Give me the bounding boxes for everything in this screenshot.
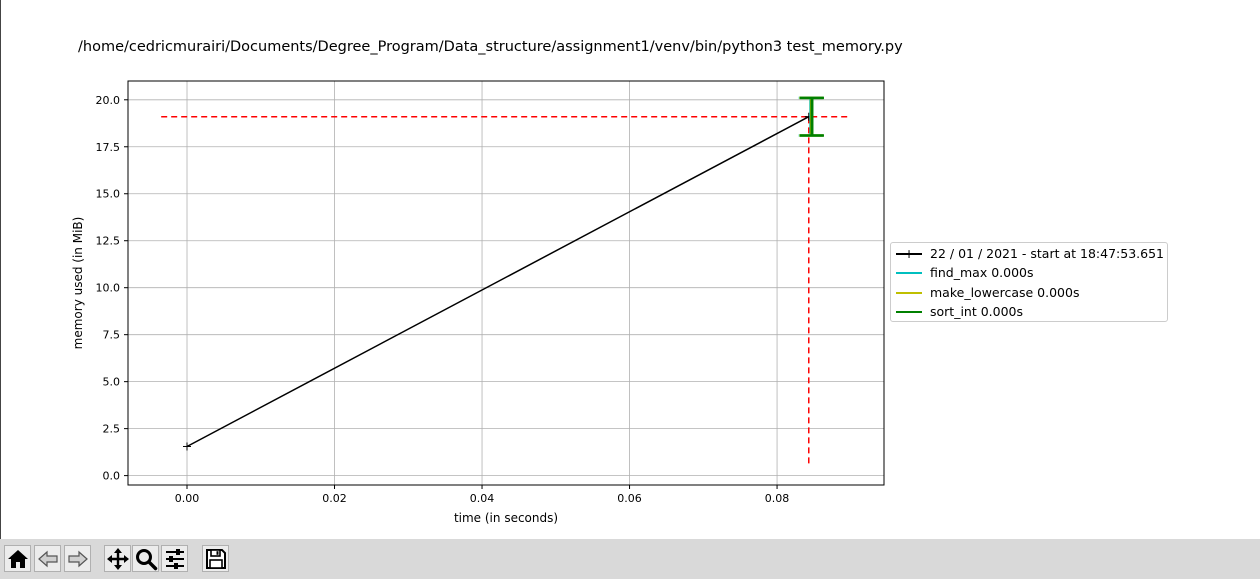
home-icon: [7, 549, 28, 568]
figure-title: /home/cedricmurairi/Documents/Degree_Pro…: [78, 39, 903, 55]
y-tick-label: 2.5: [103, 423, 121, 436]
x-tick-label: 0.08: [765, 492, 790, 505]
x-tick-label: 0.06: [617, 492, 642, 505]
forward-arrow-icon: [67, 550, 88, 567]
plus-marker-icon: +: [904, 247, 915, 261]
legend-label: make_lowercase 0.000s: [930, 285, 1080, 300]
chart: 0.00 0.02 0.04 0.06 0.08 0.0 2.5 5.0 7.5 10.0 12.5…: [71, 80, 885, 525]
legend-swatch: [896, 311, 922, 313]
y-tick-label: 7.5: [103, 329, 121, 342]
legend: + 22 / 01 / 2021 - start at 18:47:53.651…: [890, 242, 1168, 322]
configure-subplots-button[interactable]: [161, 545, 188, 572]
y-axis-label: memory used (in MiB): [71, 217, 85, 350]
x-axis-label: time (in seconds): [454, 511, 558, 525]
legend-label: sort_int 0.000s: [930, 304, 1024, 319]
zoom-button[interactable]: [132, 545, 159, 572]
legend-swatch: [896, 253, 922, 255]
legend-item: + 22 / 01 / 2021 - start at 18:47:53.651: [891, 244, 1167, 263]
pan-button[interactable]: [104, 545, 131, 572]
y-tick-label: 15.0: [96, 188, 121, 201]
figure-canvas[interactable]: /home/cedricmurairi/Documents/Degree_Pro…: [0, 0, 1260, 539]
y-tick-label: 10.0: [96, 282, 121, 295]
floppy-disk-icon: [205, 548, 226, 569]
legend-label: find_max 0.000s: [930, 265, 1034, 280]
x-tick-label: 0.02: [322, 492, 347, 505]
y-tick-label: 17.5: [96, 141, 121, 154]
back-button[interactable]: [34, 545, 61, 572]
legend-swatch: [896, 272, 922, 274]
x-tick-label: 0.04: [470, 492, 495, 505]
move-icon: [106, 547, 129, 570]
legend-swatch: [896, 292, 922, 294]
y-tick-label: 12.5: [96, 235, 121, 248]
plot-area: [127, 80, 885, 486]
x-tick-label: 0.00: [175, 492, 200, 505]
y-tick-label: 20.0: [96, 94, 121, 107]
home-button[interactable]: [4, 545, 31, 572]
memory-series-line: [186, 116, 810, 448]
y-tick-label: 5.0: [103, 376, 121, 389]
data-point: [183, 442, 192, 451]
back-arrow-icon: [37, 550, 58, 567]
legend-label: 22 / 01 / 2021 - start at 18:47:53.651: [930, 246, 1164, 261]
magnifier-icon: [135, 548, 157, 570]
legend-item: sort_int 0.000s: [891, 302, 1167, 321]
function-marker: [799, 96, 824, 137]
y-tick-label: 0.0: [103, 470, 121, 483]
legend-item: find_max 0.000s: [891, 263, 1167, 282]
sliders-icon: [165, 548, 184, 569]
forward-button[interactable]: [64, 545, 91, 572]
legend-item: make_lowercase 0.000s: [891, 283, 1167, 302]
navigation-toolbar: [0, 539, 1260, 579]
save-button[interactable]: [202, 545, 229, 572]
